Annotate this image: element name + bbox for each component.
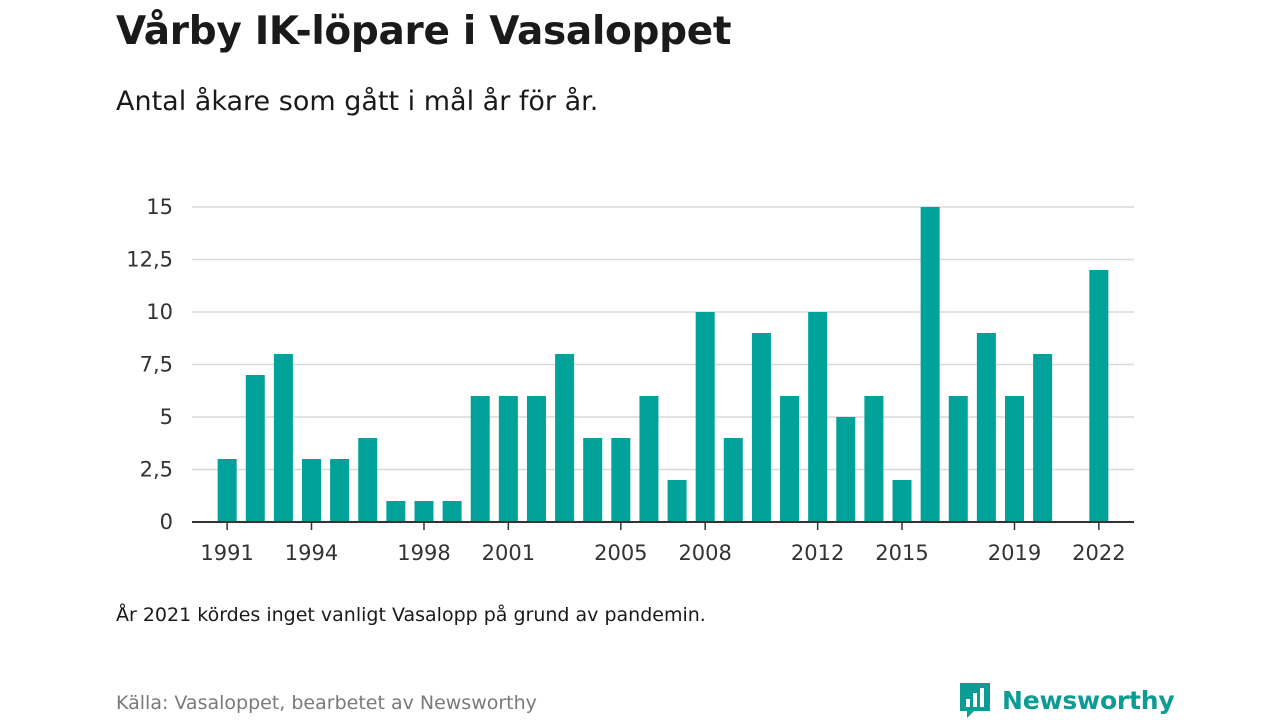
x-tick-label: 2015 (875, 541, 928, 565)
bar-2013 (836, 417, 856, 522)
bar-2016 (920, 207, 940, 522)
bar-2005 (611, 438, 631, 522)
bar-1994 (302, 459, 322, 522)
bars (217, 207, 1109, 522)
chart-note: År 2021 kördes inget vanligt Vasalopp på… (116, 604, 706, 626)
bar-2007 (667, 480, 687, 522)
x-tick-label: 1991 (200, 541, 253, 565)
chart-subtitle: Antal åkare som gått i mål år för år. (116, 86, 599, 117)
axes (192, 521, 1134, 530)
source-credit: Källa: Vasaloppet, bearbetet av Newswort… (116, 692, 537, 714)
x-tick-label: 1994 (285, 541, 338, 565)
bar-2014 (864, 396, 884, 522)
bar-2020 (1033, 354, 1053, 522)
x-tick-label: 2001 (482, 541, 535, 565)
y-tick-label: 12,5 (126, 248, 173, 272)
bar-1995 (330, 459, 350, 522)
bar-1992 (245, 375, 265, 522)
bar-1996 (358, 438, 378, 522)
bar-2006 (639, 396, 659, 522)
chart-title: Vårby IK-löpare i Vasaloppet (116, 9, 732, 54)
bar-2000 (470, 396, 490, 522)
bar-chart: 0 2,5 5 7,5 10 12,5 15 1991 1994 1998 2001 2005 2008… (126, 195, 1134, 565)
y-tick-label: 2,5 (140, 458, 173, 482)
bar-2001 (498, 396, 518, 522)
bar-2009 (723, 438, 743, 522)
y-tick-label: 0 (160, 510, 173, 534)
x-tick-label: 1998 (397, 541, 450, 565)
y-tick-label: 15 (146, 195, 173, 219)
newsworthy-logo-icon (960, 683, 990, 718)
bar-2008 (695, 312, 715, 522)
x-tick-label: 2012 (791, 541, 844, 565)
bar-2003 (555, 354, 575, 522)
bar-1991 (217, 459, 237, 522)
bar-1999 (442, 501, 462, 522)
y-tick-label: 5 (160, 405, 173, 429)
bar-2017 (948, 396, 968, 522)
y-tick-label: 10 (146, 300, 173, 324)
newsworthy-logo: Newsworthy (958, 680, 1175, 720)
bar-2012 (808, 312, 828, 522)
x-tick-label: 2022 (1072, 541, 1125, 565)
bar-1998 (414, 501, 434, 522)
bar-1993 (273, 354, 293, 522)
bar-1997 (386, 501, 406, 522)
x-tick-label: 2008 (678, 541, 731, 565)
bar-2019 (1004, 396, 1024, 522)
bar-2022 (1089, 270, 1109, 522)
bar-2015 (892, 480, 912, 522)
bar-2010 (751, 333, 771, 522)
x-tick-label: 2019 (988, 541, 1041, 565)
tick-labels: 0 2,5 5 7,5 10 12,5 15 1991 1994 1998 2001 2005 2008… (126, 195, 1125, 565)
newsworthy-logo-text: Newsworthy (1002, 685, 1175, 715)
bar-2011 (780, 396, 800, 522)
bar-2004 (583, 438, 603, 522)
bar-2018 (976, 333, 996, 522)
bar-2002 (526, 396, 546, 522)
x-tick-label: 2005 (594, 541, 647, 565)
y-tick-label: 7,5 (140, 353, 173, 377)
